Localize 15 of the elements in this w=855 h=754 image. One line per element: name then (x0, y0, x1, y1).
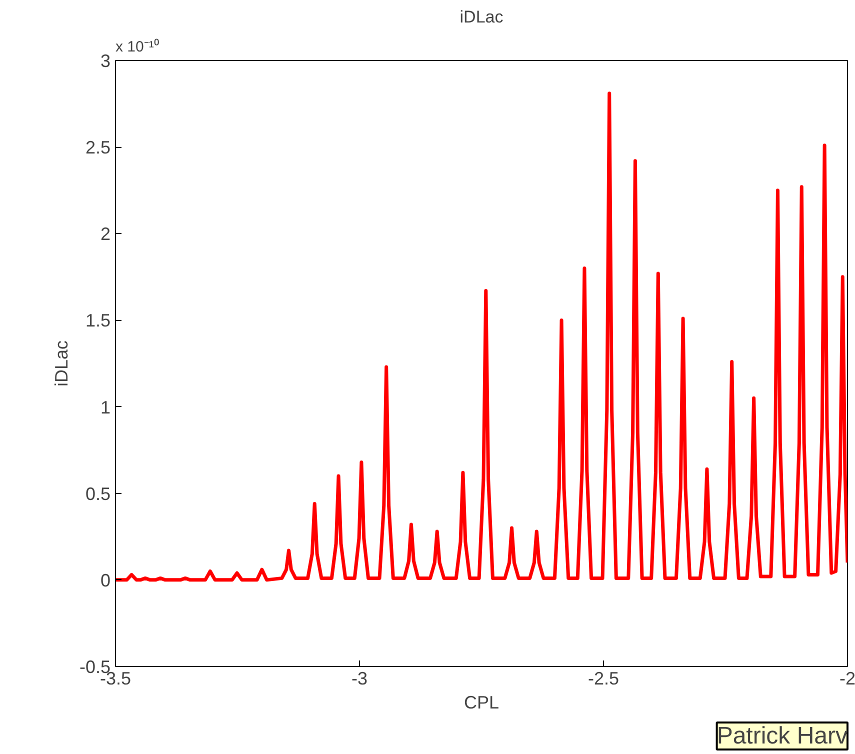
y-tick-label: 0 (100, 570, 111, 590)
y-tick-label: 1.5 (85, 310, 111, 331)
y-tick-label: 2.5 (85, 138, 111, 158)
x-tick-label: -3 (352, 668, 368, 688)
y-tick-label: 1 (100, 397, 111, 418)
text: x 10⁻¹⁰ (116, 38, 159, 56)
y-tick-label: 0.5 (85, 484, 111, 504)
chart-title: iDLac (460, 8, 504, 26)
y-axis-title: iDLac (51, 340, 72, 387)
x-tick-label: -2.5 (588, 668, 620, 688)
x-axis-title: CPL (464, 692, 500, 712)
y-tick-label: 3 (100, 51, 111, 71)
y-tick-label: 2 (100, 224, 111, 244)
x-tick-label: -2 (839, 668, 855, 688)
line-series (116, 92, 848, 582)
